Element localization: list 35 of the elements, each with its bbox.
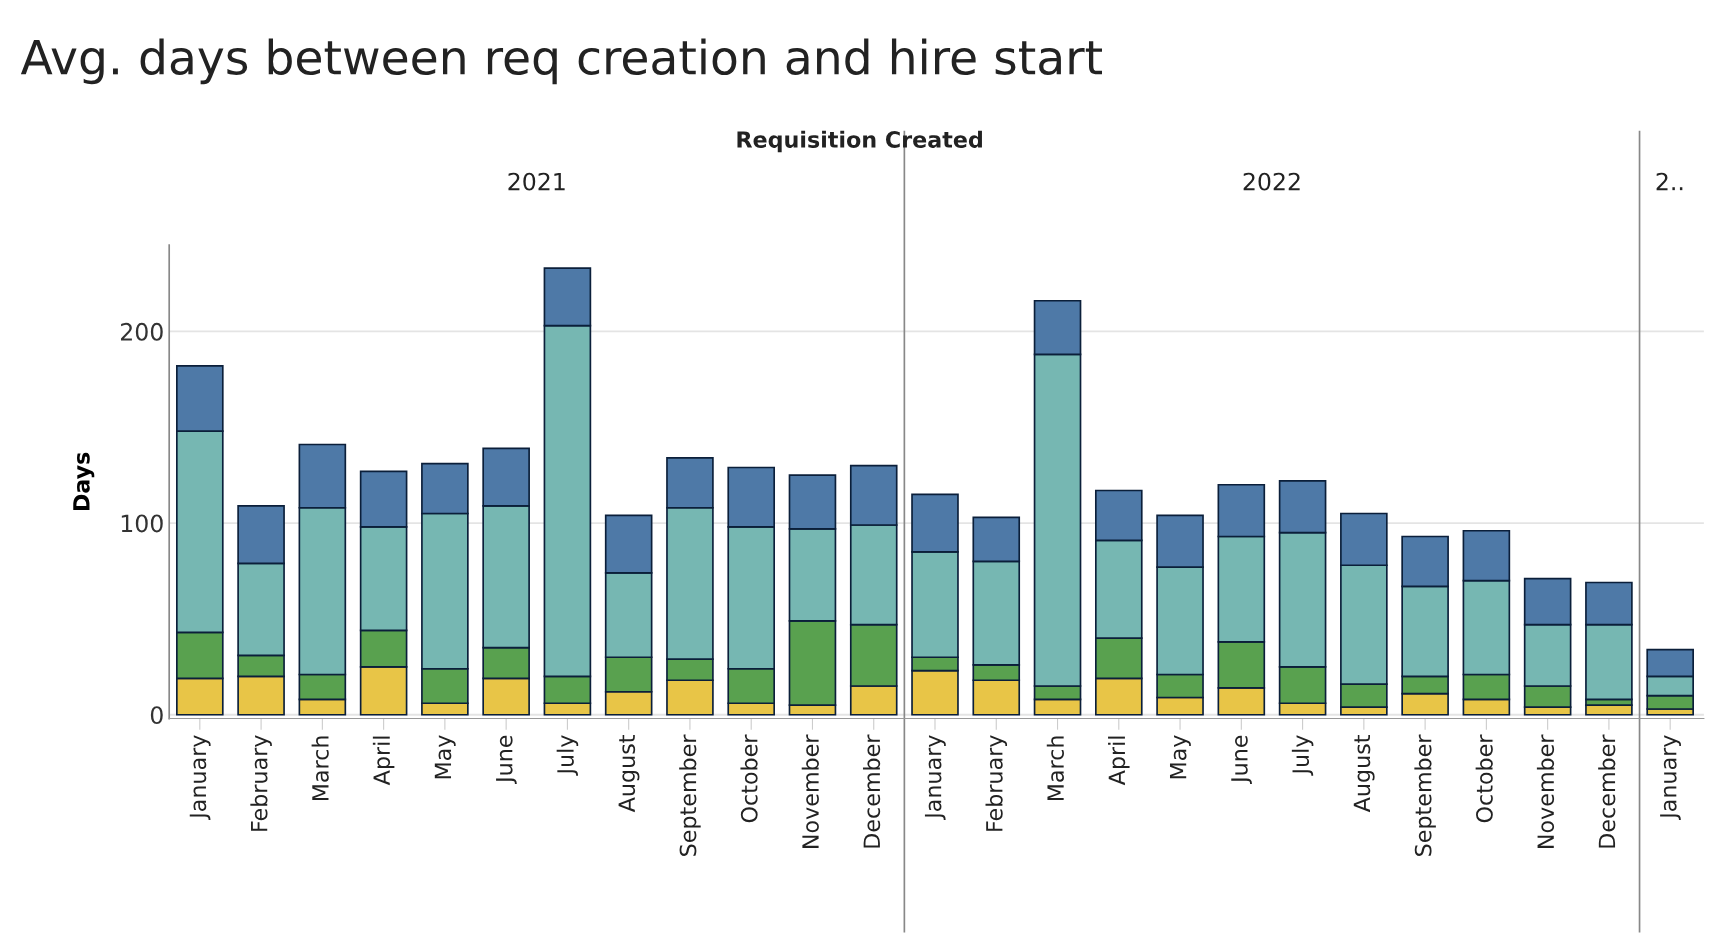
x-tick-label: September <box>679 734 701 856</box>
chart-title: Avg. days between req creation and hire start <box>20 38 1102 85</box>
x-tick-label: May <box>1169 735 1191 779</box>
x-tick-label: March <box>1046 736 1064 801</box>
text: 2.. <box>1656 172 1683 191</box>
bar <box>1585 704 1633 716</box>
x-tick-label: July <box>1291 735 1314 776</box>
x-tick-label: November <box>1536 734 1555 848</box>
x-tick-label: January <box>1660 735 1681 820</box>
text: 2021 <box>508 172 565 191</box>
x-tick-label: December <box>1598 734 1616 848</box>
x-tick-label: October <box>1475 734 1493 823</box>
x-tick-label: July <box>556 735 579 776</box>
y-tick-label: 200 <box>120 322 163 341</box>
x-tick-label: January <box>924 735 946 820</box>
x-tick-label: September <box>1414 734 1436 856</box>
y-tick-label: 0 <box>150 706 163 725</box>
text: 2022 <box>1243 172 1300 191</box>
x-tick-label: February <box>985 735 1008 831</box>
x-tick-label: August <box>1353 735 1375 813</box>
x-tick-label: May <box>434 735 456 779</box>
y-tick-label: 100 <box>121 514 163 533</box>
x-tick-label: November <box>801 734 819 848</box>
x2-axis-title: Requisition Created <box>737 130 982 153</box>
x-tick-label: January <box>189 735 211 820</box>
x-tick-label: December <box>862 734 881 848</box>
x-tick-label: April <box>1108 736 1130 786</box>
x-tick-label: June <box>1231 735 1252 785</box>
x-tick-label: March <box>311 736 329 801</box>
y-axis-title: Days <box>73 452 95 511</box>
x-tick-label: February <box>250 735 272 831</box>
x-tick-label: August <box>618 735 640 813</box>
x-tick-label: October <box>740 734 758 823</box>
x-tick-label: April <box>372 736 395 786</box>
x-tick-label: June <box>496 735 517 785</box>
